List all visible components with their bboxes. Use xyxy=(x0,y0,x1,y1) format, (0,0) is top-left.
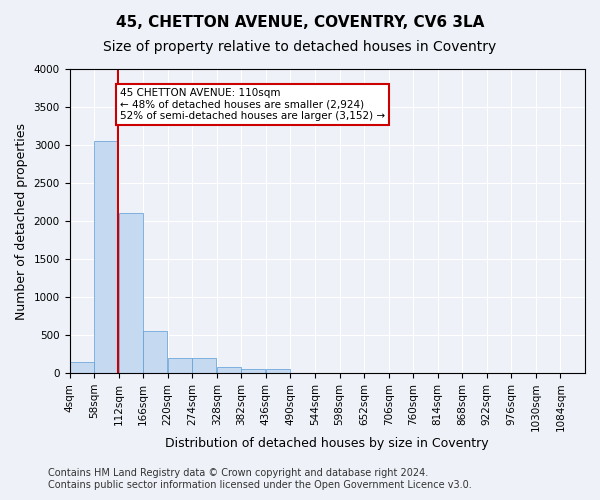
Text: 45, CHETTON AVENUE, COVENTRY, CV6 3LA: 45, CHETTON AVENUE, COVENTRY, CV6 3LA xyxy=(116,15,484,30)
Text: Contains HM Land Registry data © Crown copyright and database right 2024.
Contai: Contains HM Land Registry data © Crown c… xyxy=(48,468,472,490)
Bar xyxy=(94,141,118,373)
X-axis label: Distribution of detached houses by size in Coventry: Distribution of detached houses by size … xyxy=(166,437,489,450)
Bar xyxy=(70,362,94,373)
Bar xyxy=(168,358,192,373)
Bar xyxy=(119,214,143,373)
Text: Size of property relative to detached houses in Coventry: Size of property relative to detached ho… xyxy=(103,40,497,54)
Bar xyxy=(266,370,290,373)
Bar xyxy=(192,358,217,373)
Bar xyxy=(143,332,167,373)
Bar xyxy=(217,367,241,373)
Y-axis label: Number of detached properties: Number of detached properties xyxy=(15,122,28,320)
Text: 45 CHETTON AVENUE: 110sqm
← 48% of detached houses are smaller (2,924)
52% of se: 45 CHETTON AVENUE: 110sqm ← 48% of detac… xyxy=(120,88,385,121)
Bar xyxy=(241,368,265,373)
